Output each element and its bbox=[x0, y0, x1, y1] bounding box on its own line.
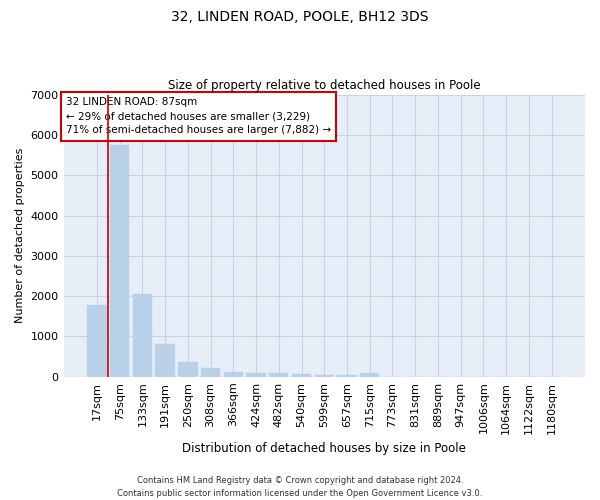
Bar bbox=[178, 362, 197, 377]
Bar bbox=[110, 145, 130, 377]
Text: Contains HM Land Registry data © Crown copyright and database right 2024.
Contai: Contains HM Land Registry data © Crown c… bbox=[118, 476, 482, 498]
Bar bbox=[292, 374, 311, 377]
X-axis label: Distribution of detached houses by size in Poole: Distribution of detached houses by size … bbox=[182, 442, 466, 455]
Title: Size of property relative to detached houses in Poole: Size of property relative to detached ho… bbox=[168, 79, 481, 92]
Bar bbox=[133, 294, 152, 377]
Bar bbox=[360, 373, 379, 377]
Bar bbox=[247, 373, 266, 377]
Y-axis label: Number of detached properties: Number of detached properties bbox=[15, 148, 25, 324]
Bar bbox=[155, 344, 175, 377]
Bar bbox=[87, 305, 107, 377]
Bar bbox=[224, 372, 243, 377]
Bar bbox=[201, 368, 220, 377]
Text: 32 LINDEN ROAD: 87sqm
← 29% of detached houses are smaller (3,229)
71% of semi-d: 32 LINDEN ROAD: 87sqm ← 29% of detached … bbox=[66, 98, 331, 136]
Bar bbox=[269, 373, 289, 377]
Bar bbox=[314, 374, 334, 377]
Bar bbox=[337, 375, 356, 377]
Text: 32, LINDEN ROAD, POOLE, BH12 3DS: 32, LINDEN ROAD, POOLE, BH12 3DS bbox=[171, 10, 429, 24]
